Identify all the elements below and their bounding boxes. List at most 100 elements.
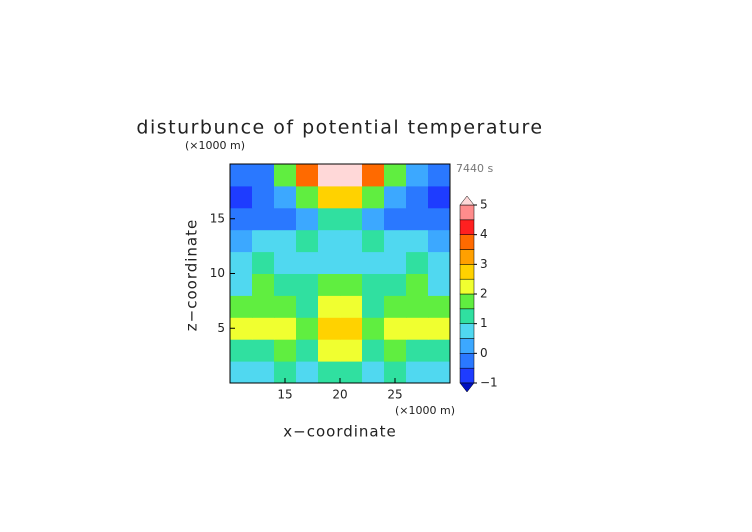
- cell: [362, 229, 385, 253]
- cell: [274, 295, 297, 318]
- colorbar-under: [459, 382, 475, 393]
- cell: [318, 164, 341, 187]
- cell: [318, 229, 341, 253]
- cell: [362, 273, 385, 296]
- cell: [340, 273, 363, 296]
- cell: [318, 361, 341, 384]
- cell: [296, 164, 319, 187]
- chart-title: disturbunce of potential temperature: [136, 117, 543, 139]
- cell: [362, 361, 385, 384]
- colorbar-band: [459, 234, 475, 250]
- cell: [428, 185, 451, 209]
- cell: [406, 339, 429, 362]
- cell: [362, 207, 385, 231]
- colorbar-tick-label: 2: [480, 287, 488, 301]
- cell: [274, 207, 297, 231]
- colorbar-band: [459, 249, 475, 265]
- cell: [428, 164, 451, 187]
- cell: [362, 295, 385, 318]
- cell: [274, 339, 297, 362]
- cell: [274, 317, 297, 340]
- cell: [428, 207, 451, 231]
- cell: [230, 295, 253, 318]
- y-tick-label: 10: [210, 266, 225, 280]
- cell: [340, 185, 363, 209]
- cell: [296, 207, 319, 231]
- y-tick-label: 5: [217, 321, 225, 335]
- cell: [252, 317, 275, 340]
- colorbar-band: [459, 353, 475, 369]
- cell: [384, 207, 407, 231]
- cell: [428, 361, 451, 384]
- cell: [252, 207, 275, 231]
- cell: [274, 361, 297, 384]
- cell: [384, 273, 407, 296]
- cell: [340, 207, 363, 231]
- cell: [340, 164, 363, 187]
- cell: [406, 273, 429, 296]
- cell: [428, 295, 451, 318]
- cell: [362, 339, 385, 362]
- colorbar-band: [459, 204, 475, 221]
- cell: [406, 295, 429, 318]
- cell: [318, 339, 341, 362]
- cell: [384, 361, 407, 384]
- cell: [428, 273, 451, 296]
- cell: [318, 185, 341, 209]
- cell: [406, 207, 429, 231]
- cell: [230, 251, 253, 274]
- cell: [296, 229, 319, 253]
- cell: [428, 317, 451, 340]
- cell: [406, 361, 429, 384]
- cell: [252, 295, 275, 318]
- colorbar-tick-label: 1: [480, 316, 488, 330]
- cell: [340, 229, 363, 253]
- cell: [384, 229, 407, 253]
- y-axis-label: z−coordinate: [183, 219, 201, 331]
- cell: [296, 251, 319, 274]
- cell: [406, 185, 429, 209]
- cell: [274, 229, 297, 253]
- cell: [274, 251, 297, 274]
- cell: [252, 164, 275, 187]
- cell: [318, 273, 341, 296]
- x-tick-label: 20: [332, 388, 347, 402]
- y-tick-label: 15: [210, 211, 225, 225]
- cell: [384, 339, 407, 362]
- cell: [406, 317, 429, 340]
- cell: [296, 295, 319, 318]
- cell: [340, 251, 363, 274]
- cell: [384, 185, 407, 209]
- colorbar-tick-label: 4: [480, 227, 488, 241]
- cell: [230, 229, 253, 253]
- cell: [296, 361, 319, 384]
- cell: [252, 361, 275, 384]
- cell: [252, 339, 275, 362]
- cell: [230, 317, 253, 340]
- colorbar-tick-label: 3: [480, 257, 488, 271]
- cell: [362, 317, 385, 340]
- y-unit: (×1000 m): [185, 139, 245, 152]
- cell: [428, 229, 451, 253]
- cell: [362, 164, 385, 187]
- colorbar-tick-label: 0: [480, 346, 488, 360]
- colorbar-band: [459, 323, 475, 339]
- cell: [384, 295, 407, 318]
- cell: [252, 273, 275, 296]
- cell: [340, 295, 363, 318]
- x-axis-label: x−coordinate: [283, 423, 396, 441]
- colorbar-band: [459, 338, 475, 354]
- cell: [274, 164, 297, 187]
- cell: [340, 317, 363, 340]
- cell: [230, 339, 253, 362]
- cell: [340, 361, 363, 384]
- cell: [362, 251, 385, 274]
- cell: [296, 185, 319, 209]
- cell: [318, 295, 341, 318]
- colorbar-tick-label: −1: [480, 376, 498, 390]
- cell: [274, 273, 297, 296]
- cell: [428, 339, 451, 362]
- colorbar-tick-label: 5: [480, 198, 488, 212]
- cell: [318, 207, 341, 231]
